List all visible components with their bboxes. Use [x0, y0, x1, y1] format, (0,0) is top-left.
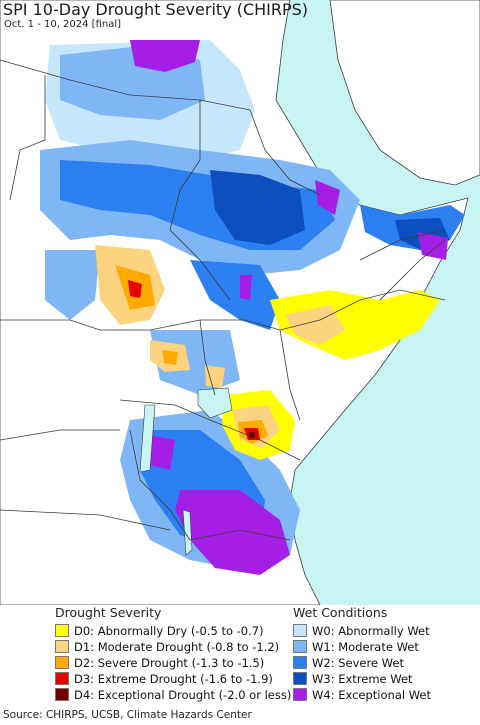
legend-item-d4: D4: Exceptional Drought (-2.0 or less) [55, 687, 291, 702]
drought-legend-title: Drought Severity [55, 605, 162, 620]
swatch-d3 [55, 672, 69, 685]
map-title: SPI 10-Day Drought Severity (CHIRPS) [3, 0, 309, 19]
legend-item-d3: D3: Extreme Drought (-1.6 to -1.9) [55, 671, 273, 686]
legend-label-w4: W4: Exceptional Wet [312, 687, 431, 702]
exceptional-wet-areas [130, 40, 448, 575]
land-arabia [329, 0, 480, 186]
source-credit: Source: CHIRPS, UCSB, Climate Hazards Ce… [3, 709, 252, 721]
legend-item-w2: W2: Severe Wet [293, 655, 404, 670]
swatch-d0 [55, 624, 69, 637]
drought-map [0, 0, 480, 605]
country-borders [0, 59, 446, 541]
legend-item-w3: W3: Extreme Wet [293, 671, 413, 686]
legend-label-d4: D4: Exceptional Drought (-2.0 or less) [74, 687, 292, 702]
legend-label-d3: D3: Extreme Drought (-1.6 to -1.9) [74, 671, 273, 686]
legend: Drought Severity Wet Conditions D0: Abno… [0, 605, 480, 705]
legend-item-w1: W1: Moderate Wet [293, 639, 419, 654]
swatch-w2 [293, 656, 307, 669]
legend-label-d2: D2: Severe Drought (-1.3 to -1.5) [74, 655, 265, 670]
legend-item-d0: D0: Abnormally Dry (-0.5 to -0.7) [55, 623, 264, 638]
legend-label-w2: W2: Severe Wet [312, 655, 404, 670]
map-subtitle: Oct. 1 - 10, 2024 [final] [4, 19, 122, 30]
swatch-d4 [55, 688, 69, 701]
swatch-d2 [55, 656, 69, 669]
wet-legend-title: Wet Conditions [293, 605, 388, 620]
legend-label-w3: W3: Extreme Wet [312, 671, 413, 686]
lakes [139, 387, 233, 556]
swatch-w0 [293, 624, 307, 637]
swatch-w3 [293, 672, 307, 685]
legend-label-d1: D1: Moderate Drought (-0.8 to -1.2) [74, 639, 280, 654]
swatch-d1 [55, 640, 69, 653]
legend-label-w0: W0: Abnormally Wet [312, 623, 430, 638]
drought-areas [95, 245, 440, 460]
legend-item-d1: D1: Moderate Drought (-0.8 to -1.2) [55, 639, 279, 654]
swatch-w1 [293, 640, 307, 653]
legend-item-w4: W4: Exceptional Wet [293, 687, 431, 702]
legend-label-d0: D0: Abnormally Dry (-0.5 to -0.7) [74, 623, 264, 638]
legend-item-w0: W0: Abnormally Wet [293, 623, 430, 638]
swatch-w4 [293, 688, 307, 701]
legend-label-w1: W1: Moderate Wet [312, 639, 419, 654]
legend-item-d2: D2: Severe Drought (-1.3 to -1.5) [55, 655, 264, 670]
